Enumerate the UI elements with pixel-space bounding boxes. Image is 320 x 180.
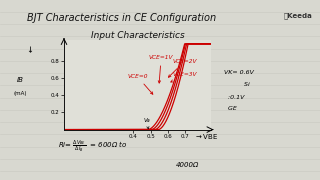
Text: 4000Ω: 4000Ω [176, 162, 199, 168]
Text: IB: IB [16, 77, 23, 83]
Text: BJT Characteristics in CE Configuration: BJT Characteristics in CE Configuration [27, 13, 216, 23]
Text: GE: GE [224, 105, 237, 111]
Text: VK= 0.6V: VK= 0.6V [224, 69, 254, 75]
Text: :0.1V: :0.1V [224, 95, 244, 100]
Text: VCE=3V: VCE=3V [171, 73, 197, 82]
Text: VCE=1V: VCE=1V [149, 55, 173, 83]
Text: $\leftarrow$: $\leftarrow$ [27, 44, 36, 54]
Text: $\rightarrow$VBE: $\rightarrow$VBE [194, 132, 218, 141]
Text: Va: Va [144, 118, 150, 129]
Text: Si: Si [224, 82, 250, 87]
Text: Input Characteristics: Input Characteristics [91, 31, 184, 40]
Text: VCE=0: VCE=0 [127, 74, 153, 94]
Text: VCE=2V: VCE=2V [168, 59, 197, 77]
Text: ⓔKeeda: ⓔKeeda [283, 13, 312, 19]
Text: (mA): (mA) [13, 91, 27, 96]
Text: Ri= $\frac{\Delta V_{BE}}{\Delta I_B}$  = 600Ω to: Ri= $\frac{\Delta V_{BE}}{\Delta I_B}$ =… [58, 139, 127, 154]
